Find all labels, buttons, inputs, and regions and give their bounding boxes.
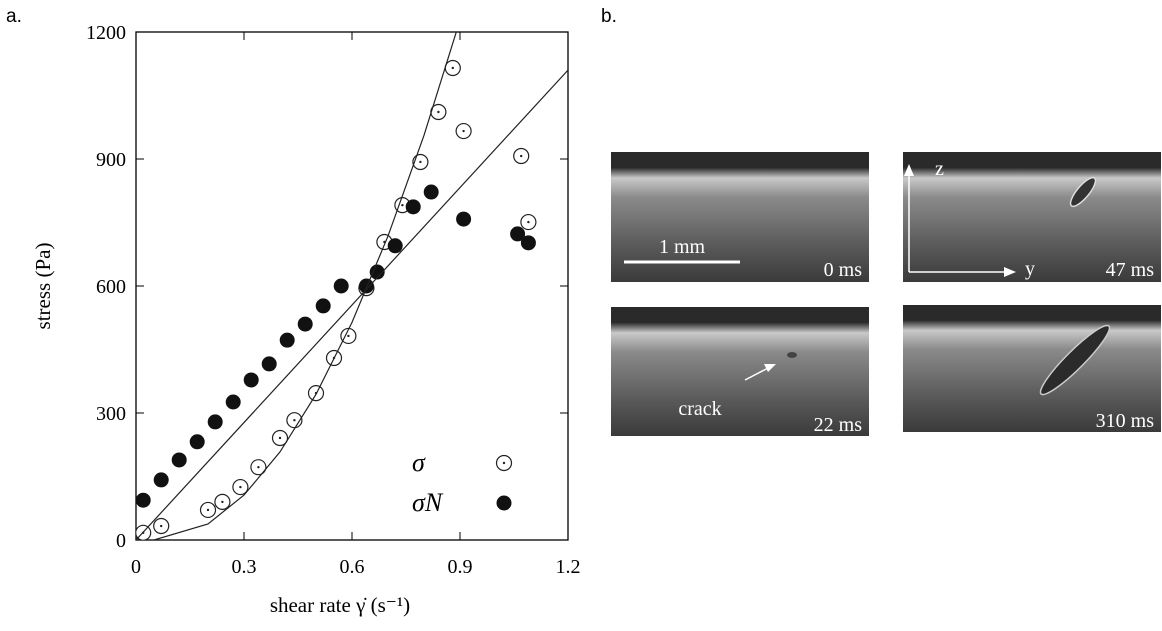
point-dot: [502, 461, 506, 465]
point: [520, 235, 536, 251]
legend-marker: [496, 495, 512, 511]
point: [315, 298, 331, 314]
y-tick-label: 600: [96, 276, 126, 298]
arrow-head: [1004, 267, 1016, 277]
point-dot: [520, 154, 523, 158]
x-tick-label: 0.9: [448, 556, 473, 578]
y-tick-label: 1200: [86, 22, 126, 44]
point-dot: [239, 485, 242, 489]
point: [189, 434, 205, 450]
arrow-head: [764, 364, 776, 372]
crack: [1069, 176, 1097, 208]
x-tick-label: 1.2: [556, 556, 581, 578]
point: [261, 356, 277, 372]
point-dot: [462, 129, 465, 133]
point: [136, 492, 151, 508]
fit-line: [136, 69, 568, 540]
point-dot: [419, 160, 422, 164]
y-tick-label: 900: [96, 149, 126, 171]
point: [456, 211, 472, 227]
point-dot: [347, 334, 350, 338]
time-label: 0 ms: [824, 259, 863, 281]
fit-line: [153, 32, 457, 540]
photo: [903, 152, 1161, 282]
point: [358, 278, 374, 294]
scale-label: 1 mm: [659, 236, 706, 258]
point-dot: [257, 465, 260, 469]
photo: [611, 152, 869, 282]
point: [510, 226, 526, 242]
legend-label: σ: [412, 448, 426, 477]
plot-area: [136, 32, 568, 540]
point-dot: [527, 220, 530, 224]
point: [387, 238, 403, 254]
x-tick-label: 0.3: [232, 556, 257, 578]
point: [207, 414, 223, 430]
point: [225, 394, 241, 410]
time-label: 47 ms: [1106, 259, 1155, 281]
legend-label: σN: [412, 488, 444, 517]
axis-label: y: [1025, 258, 1035, 280]
point: [369, 264, 385, 280]
photo: [903, 305, 1161, 432]
point: [333, 278, 349, 294]
point: [153, 472, 169, 488]
y-tick-label: 300: [96, 403, 126, 425]
photo-panels: 1 mm 0 ms z y 47 ms crack 22 ms 310 ms: [611, 152, 1161, 436]
point: [279, 332, 295, 348]
x-axis-label: shear rate γ̇ (s⁻¹): [270, 593, 410, 617]
crack: [1039, 324, 1111, 396]
point: [423, 184, 439, 200]
point-dot: [401, 203, 404, 207]
point-dot: [451, 66, 454, 70]
photo: [611, 307, 869, 436]
point-dot: [278, 436, 282, 440]
point-dot: [293, 418, 296, 422]
point: [297, 316, 313, 332]
point: [171, 452, 187, 468]
annotation: crack: [678, 398, 721, 420]
time-label: 310 ms: [1096, 410, 1155, 432]
y-axis-label: stress (Pa): [31, 243, 55, 330]
point-dot: [221, 500, 224, 504]
point: [243, 372, 259, 388]
pointer: [744, 366, 771, 381]
point-dot: [437, 110, 440, 114]
x-tick-label: 0.6: [340, 556, 365, 578]
panel-label: a.: [6, 6, 22, 27]
panel-label: b.: [601, 6, 617, 27]
point-dot: [206, 508, 210, 512]
x-tick-label: 0: [131, 556, 141, 578]
crack: [787, 352, 797, 358]
point-dot: [160, 524, 163, 528]
time-label: 22 ms: [814, 414, 863, 436]
point: [405, 199, 421, 215]
arrow-head: [904, 164, 914, 176]
y-tick-label: 0: [116, 530, 126, 552]
axis-label: z: [935, 158, 944, 180]
